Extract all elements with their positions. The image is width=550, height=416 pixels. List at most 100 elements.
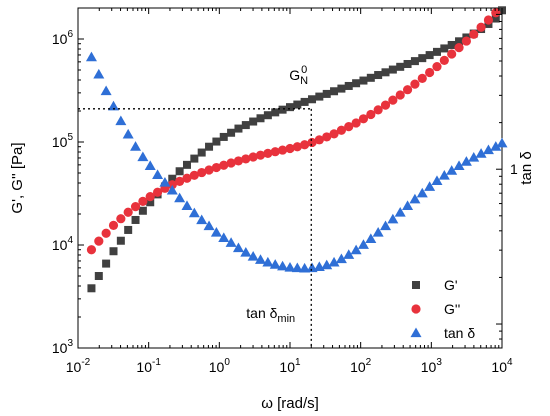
axes: 10-2 10-1 100 101 102 103 104 103 104 105 106 1 ω [r… bbox=[9, 7, 535, 412]
g-double-prime-point bbox=[351, 118, 361, 128]
y-left-tick-label: 103 bbox=[52, 338, 74, 356]
g-double-prime-point bbox=[130, 201, 141, 212]
g-double-prime-point bbox=[336, 125, 347, 135]
y-left-tick-label: 106 bbox=[52, 29, 74, 47]
tan-delta-point bbox=[262, 256, 274, 267]
g-prime-point bbox=[190, 154, 199, 163]
g-prime-point bbox=[124, 225, 133, 234]
tan-delta-point bbox=[291, 262, 303, 273]
tan-delta-point bbox=[350, 244, 362, 255]
g-prime-point bbox=[212, 137, 221, 146]
tan-delta-point bbox=[166, 184, 178, 195]
tan-delta-point bbox=[402, 200, 414, 210]
g-double-prime-point bbox=[263, 148, 273, 159]
g-prime-point bbox=[322, 89, 331, 98]
x-tick-label: 10-1 bbox=[136, 357, 161, 375]
tan-delta-point bbox=[196, 214, 208, 225]
g-prime-point bbox=[491, 14, 500, 23]
g-double-prime-point bbox=[86, 245, 97, 255]
x-tick-label: 100 bbox=[209, 357, 231, 375]
g-prime-point bbox=[432, 47, 441, 56]
tan-delta-point bbox=[328, 256, 340, 267]
tan-delta-point bbox=[299, 262, 311, 273]
g-prime-point bbox=[271, 108, 280, 117]
tan-delta-point bbox=[100, 85, 112, 96]
g-prime-point bbox=[308, 95, 317, 104]
g-prime-point bbox=[286, 103, 294, 112]
tan-delta-point bbox=[482, 144, 494, 155]
g-double-prime-point bbox=[123, 207, 133, 217]
g-double-prime-point bbox=[101, 228, 111, 238]
series-g-double-prime bbox=[86, 8, 501, 255]
g-double-prime-point bbox=[241, 154, 251, 164]
tan-delta-point bbox=[232, 242, 244, 253]
g-double-prime-point bbox=[248, 152, 258, 162]
tan-delta-point bbox=[372, 227, 384, 237]
g-prime-point bbox=[447, 40, 456, 49]
g-double-prime-point bbox=[138, 196, 148, 207]
g-double-prime-point bbox=[108, 220, 119, 230]
legend-marker bbox=[411, 304, 421, 314]
g-prime-point bbox=[168, 174, 177, 183]
tan-delta-point bbox=[247, 250, 259, 261]
x-tick-label: 10-2 bbox=[66, 357, 91, 375]
g-prime-point bbox=[396, 62, 405, 71]
g-prime-point bbox=[249, 117, 258, 126]
g-prime-point bbox=[330, 87, 339, 96]
tan-delta-point bbox=[416, 187, 428, 198]
tan-delta-point bbox=[122, 128, 134, 139]
tan-delta-point bbox=[269, 259, 281, 269]
tan-delta-point bbox=[144, 160, 156, 171]
tan-delta-point bbox=[475, 148, 487, 158]
g-prime-point bbox=[366, 73, 375, 82]
tan-delta-point bbox=[137, 151, 149, 162]
y-left-axis-title: G', G'' [Pa] bbox=[9, 142, 26, 213]
g-prime-point bbox=[102, 259, 111, 268]
g-prime-point bbox=[455, 37, 464, 46]
legend-label: G'' bbox=[444, 301, 460, 317]
x-axis-title: ω [rad/s] bbox=[261, 395, 319, 412]
g-double-prime-point bbox=[116, 214, 126, 224]
g-prime-point bbox=[278, 105, 287, 114]
legend: G' G'' tan δ bbox=[410, 277, 475, 341]
g-double-prime-point bbox=[300, 140, 310, 150]
tan-delta-point bbox=[460, 156, 472, 166]
tan-delta-point bbox=[277, 260, 289, 271]
g-double-prime-point bbox=[439, 55, 449, 65]
tan-delta-point bbox=[130, 141, 142, 151]
g-prime-point bbox=[219, 132, 228, 141]
g-double-prime-point bbox=[491, 8, 501, 18]
g-double-prime-point bbox=[447, 49, 457, 59]
tan-delta-point bbox=[496, 137, 508, 148]
g-prime-point bbox=[241, 121, 250, 130]
g-double-prime-point bbox=[292, 142, 302, 152]
g-double-prime-point bbox=[204, 165, 214, 175]
g-prime-point bbox=[425, 51, 434, 60]
g-prime-point bbox=[94, 272, 103, 281]
g-double-prime-point bbox=[307, 137, 317, 148]
tan-delta-point bbox=[210, 227, 222, 237]
y-right-axis-title: tan δ bbox=[518, 151, 535, 184]
g-double-prime-point bbox=[380, 100, 391, 110]
tan-delta-point bbox=[159, 177, 171, 187]
g-prime-point bbox=[315, 92, 324, 101]
tan-delta-point bbox=[424, 181, 436, 191]
tan-delta-min-label: tan δmin bbox=[246, 305, 295, 325]
tan-delta-point bbox=[85, 51, 97, 62]
g-double-prime-point bbox=[211, 162, 221, 173]
g-prime-point bbox=[175, 167, 184, 176]
x-tick-label: 103 bbox=[421, 357, 443, 375]
g-double-prime-point bbox=[152, 187, 163, 197]
g-double-prime-point bbox=[417, 73, 427, 83]
g-double-prime-point bbox=[469, 29, 479, 39]
g-prime-point bbox=[418, 54, 427, 63]
tan-delta-point bbox=[115, 115, 127, 126]
x-tick-label: 101 bbox=[279, 357, 301, 375]
g-prime-point bbox=[234, 124, 243, 133]
g-double-prime-point bbox=[344, 122, 354, 132]
g-double-prime-point bbox=[461, 36, 471, 46]
g-double-prime-point bbox=[226, 158, 236, 168]
g-prime-point bbox=[109, 247, 118, 256]
tan-delta-point bbox=[225, 237, 237, 247]
